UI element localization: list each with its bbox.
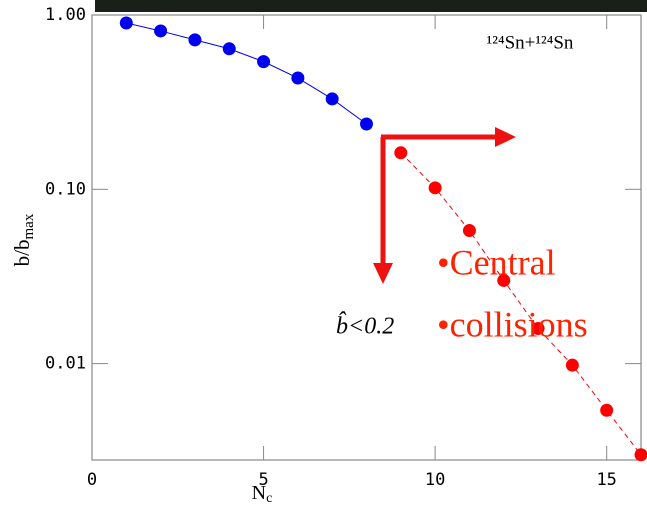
data-point (291, 71, 305, 85)
data-point (188, 33, 202, 47)
data-point (222, 42, 236, 56)
data-point (428, 181, 442, 195)
series-line (126, 22, 367, 125)
y-axis-label: b/bmax (10, 213, 38, 266)
data-point (600, 403, 614, 417)
data-point (154, 24, 168, 38)
reaction-label: ¹²⁴Sn+¹²⁴Sn (487, 32, 574, 53)
annotation: •Central (437, 242, 556, 282)
data-point (325, 92, 339, 106)
x-tick-label: 15 (596, 470, 616, 490)
data-point (462, 224, 476, 238)
x-axis-label-main: N (252, 482, 266, 504)
x-tick-label: 5 (258, 470, 268, 490)
top-strip (95, 0, 647, 12)
data-point (360, 117, 373, 131)
y-axis-label-main: b/b (10, 239, 34, 266)
data-point (119, 16, 133, 30)
y-tick-label: 0.01 (45, 354, 86, 374)
x-tick-label: 10 (425, 470, 445, 490)
y-tick-label: 1.00 (45, 5, 86, 25)
data-point (565, 358, 579, 372)
y-axis-label-sub: max (21, 213, 37, 239)
x-axis-label-sub: c (266, 491, 272, 506)
plot-frame (91, 14, 642, 461)
series-line (400, 152, 642, 456)
data-point (634, 448, 647, 462)
arrow-head (495, 127, 516, 147)
data-point (531, 322, 545, 336)
data-point (394, 146, 408, 160)
data-point (257, 55, 271, 69)
annotation: b̂<0.2 (336, 312, 394, 340)
data-point (497, 273, 511, 287)
x-axis-label: Nc (252, 482, 273, 507)
y-tick-label: 0.10 (45, 179, 86, 199)
annotation: •collisions (437, 304, 588, 344)
x-tick-label: 0 (87, 470, 97, 490)
arrow-head (373, 263, 393, 284)
arrows (373, 127, 516, 284)
